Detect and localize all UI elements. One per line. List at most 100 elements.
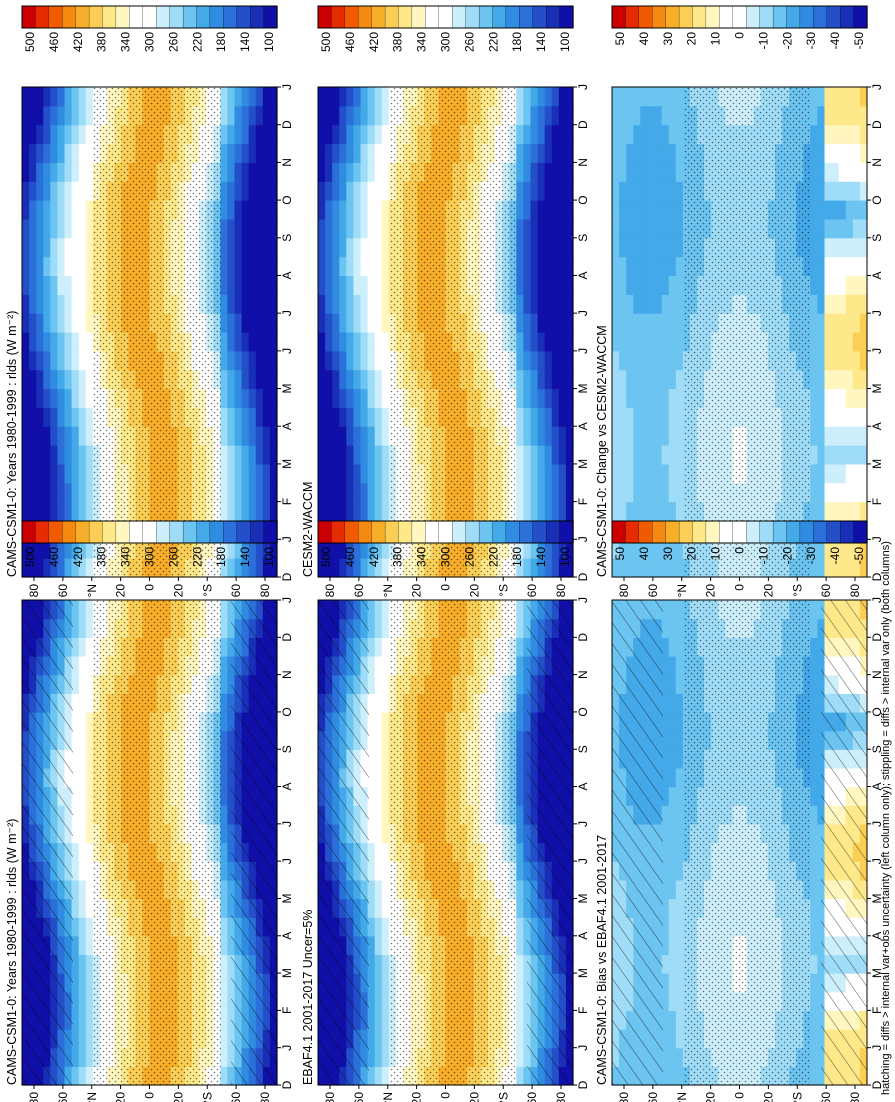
heatmap-cell [859, 539, 868, 559]
heatmap-cell [374, 256, 383, 276]
x-tick-label: O [280, 195, 294, 204]
heatmap-cell [71, 749, 80, 769]
heatmap-cell [544, 445, 553, 465]
colorbar-label: 100 [262, 32, 276, 52]
heatmap-cell [332, 407, 340, 427]
heatmap-cell [675, 388, 684, 408]
stippling-overlay [93, 600, 221, 1085]
heatmap-cell [374, 539, 383, 559]
colorbar-label: 300 [439, 547, 453, 567]
heatmap-cell [810, 181, 818, 201]
colorbar-swatch [142, 5, 157, 29]
heatmap-cell [640, 558, 648, 578]
heatmap-cell [640, 237, 648, 258]
heatmap-cell [29, 105, 37, 126]
heatmap-cell [381, 656, 390, 676]
heatmap-cell [71, 124, 80, 145]
heatmap-cell [78, 786, 87, 806]
heatmap-cell [537, 426, 546, 446]
heatmap-cell [262, 463, 271, 484]
heatmap-cell [516, 618, 524, 638]
heatmap-cell [654, 445, 663, 465]
heatmap-cell [612, 558, 620, 578]
y-tick-label: 60 [352, 584, 366, 598]
heatmap-cell [71, 482, 80, 503]
heatmap-cell [43, 558, 51, 578]
heatmap-cell [565, 105, 574, 126]
heatmap-cell [530, 482, 539, 503]
heatmap-cell [654, 539, 663, 559]
heatmap-cell [523, 426, 532, 446]
heatmap-cell [234, 501, 243, 521]
heatmap-cell [374, 87, 383, 107]
heatmap-cell [838, 275, 847, 295]
heatmap-cell [523, 539, 532, 559]
heatmap-cell [852, 256, 861, 276]
heatmap-cell [85, 618, 94, 638]
heatmap-cell [544, 482, 553, 503]
heatmap-cell [810, 332, 818, 352]
heatmap-cell [675, 275, 684, 295]
heatmap-cell [565, 275, 574, 295]
heatmap-cell [234, 237, 243, 258]
heatmap-cell [516, 786, 524, 806]
heatmap-cell [817, 237, 826, 258]
heatmap-cell [346, 143, 354, 163]
heatmap-cell [831, 558, 840, 578]
heatmap-cell [50, 162, 58, 182]
heatmap-cell [675, 482, 684, 503]
heatmap-cell [523, 369, 532, 390]
heatmap-cell [530, 124, 539, 145]
heatmap-cell [831, 124, 840, 145]
heatmap-cell [220, 539, 228, 559]
heatmap-cell [220, 898, 228, 918]
heatmap-cell [661, 332, 670, 352]
stippling-overlay [389, 87, 517, 577]
heatmap-cell [367, 237, 376, 258]
heatmap-cell [852, 350, 861, 371]
heatmap-cell [374, 407, 383, 427]
heatmap-cell [544, 87, 553, 107]
y-tick-label: °N [85, 1092, 99, 1102]
heatmap-cell [810, 558, 818, 578]
colorbar-label: 220 [190, 32, 204, 52]
heatmap-cell [57, 143, 66, 163]
heatmap-cell [647, 426, 656, 446]
heatmap-cell [227, 218, 236, 239]
heatmap-cell [523, 463, 532, 484]
heatmap-cell [633, 200, 641, 220]
y-tick-label: 60 [525, 584, 539, 598]
heatmap-cell [85, 1047, 94, 1067]
heatmap-cell [255, 482, 264, 503]
heatmap-cell [558, 463, 567, 484]
panel-title: CESM2-WACCM [301, 482, 315, 577]
heatmap-cell [654, 218, 663, 239]
heatmap-cell [78, 237, 87, 258]
heatmap-cell [824, 369, 833, 390]
heatmap-cell [43, 200, 51, 220]
heatmap-cell [78, 749, 87, 769]
heatmap-cell [810, 539, 818, 559]
heatmap-cell [647, 558, 656, 578]
heatmap-cell [367, 482, 376, 503]
heatmap-cell [817, 445, 826, 465]
heatmap-cell [367, 105, 376, 126]
heatmap-cell [43, 124, 51, 145]
heatmap-cell [516, 879, 524, 900]
heatmap-cell [654, 87, 663, 107]
colorbar-swatch [478, 520, 494, 544]
heatmap-cell [817, 143, 826, 163]
heatmap-cell [22, 275, 30, 295]
heatmap-cell [824, 87, 833, 107]
heatmap-cell [647, 369, 656, 390]
heatmap-cell [544, 105, 553, 126]
heatmap-cell [71, 539, 80, 559]
heatmap-cell [241, 482, 250, 503]
heatmap-cell [817, 105, 826, 126]
heatmap-cell [332, 294, 340, 314]
stippling-overlay [389, 600, 517, 1085]
heatmap-cell [661, 200, 670, 220]
heatmap-cell [85, 350, 94, 371]
heatmap-cell [654, 237, 663, 258]
